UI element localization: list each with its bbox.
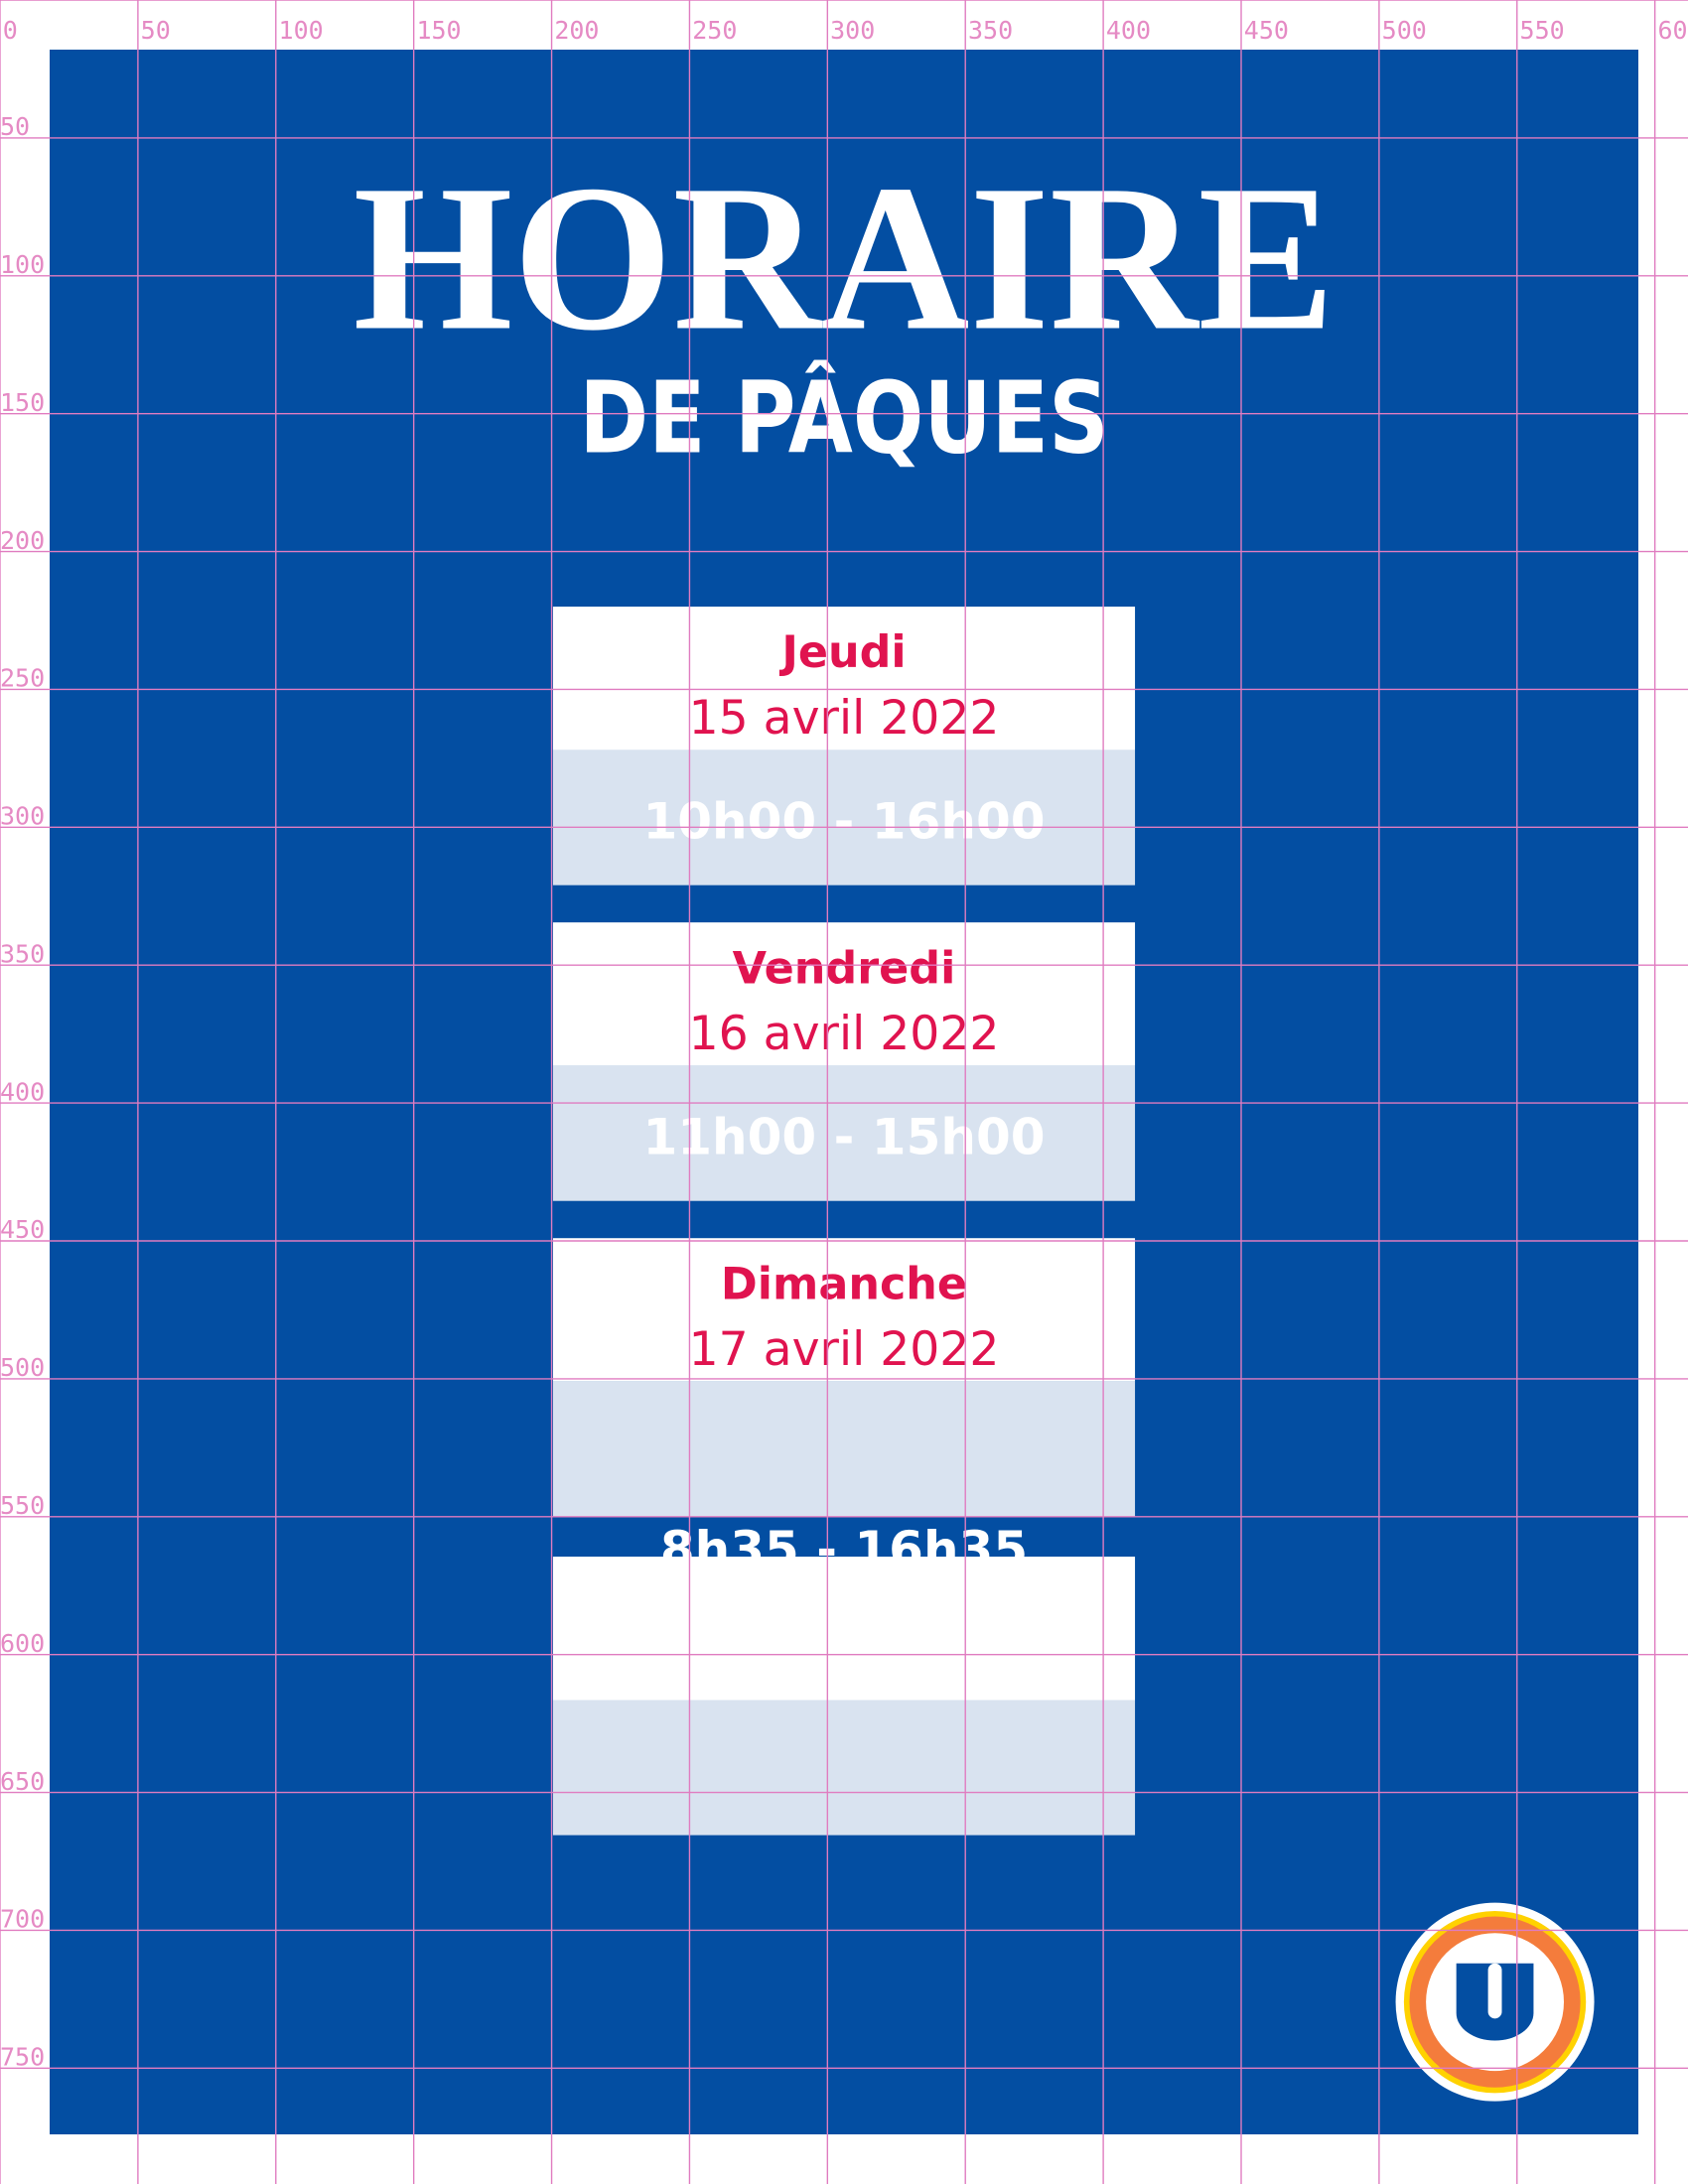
ruler-label: 150: [0, 388, 45, 417]
ruler-label: 150: [416, 16, 461, 45]
date: 17 avril 2022: [689, 1322, 1000, 1377]
ruler-label: 500: [1382, 16, 1427, 45]
title: HORAIRE: [353, 142, 1336, 374]
ruler-label: 300: [0, 802, 45, 831]
ruler-label: 250: [692, 16, 737, 45]
ruler-label: 550: [0, 1491, 45, 1520]
ruler-label: 500: [0, 1353, 45, 1382]
card-header: [552, 922, 1136, 1066]
ruler-label: 50: [0, 112, 30, 141]
card-header: [552, 607, 1136, 751]
logo-u-slot: [1487, 1963, 1502, 2019]
logo: [1395, 1902, 1595, 2102]
ruler-label: 600: [0, 1629, 45, 1658]
ruler-label: 550: [1520, 16, 1565, 45]
ruler-label: 450: [1244, 16, 1289, 45]
ruler-label: 750: [0, 2043, 45, 2072]
day: Vendredi: [733, 943, 956, 994]
ruler-label: 400: [0, 1077, 45, 1106]
card-hours: [552, 750, 1136, 886]
ruler-label: 100: [279, 16, 324, 45]
ruler-label: 250: [0, 664, 45, 693]
ruler-label: 0: [3, 16, 18, 45]
hours: 11h00 - 15h00: [642, 1109, 1045, 1166]
ruler-label: 350: [0, 939, 45, 968]
ruler-label: 200: [0, 526, 45, 555]
day: Dimanche: [721, 1259, 967, 1309]
ruler-label: 700: [0, 1905, 45, 1934]
ruler-label: 200: [554, 16, 599, 45]
schedule: Jeudi 15 avril 2022 10h00 - 16h00 Vendredi 1…: [552, 607, 1136, 1836]
ruler-label: 50: [141, 16, 171, 45]
day: Jeudi: [778, 627, 906, 678]
ruler-label: 350: [968, 16, 1013, 45]
card-hours: [552, 1381, 1136, 1517]
ruler-label: 600: [1657, 16, 1688, 45]
card-header: [552, 1238, 1136, 1382]
ruler-label: 650: [0, 1767, 45, 1796]
date: 16 avril 2022: [689, 1007, 1000, 1061]
ruler-label: 100: [0, 250, 45, 279]
hours: 10h00 - 16h00: [642, 792, 1045, 850]
ruler-label: 450: [0, 1215, 45, 1244]
date: 15 avril 2022: [689, 691, 1000, 746]
ruler-label: 400: [1106, 16, 1151, 45]
card-hours: [552, 1065, 1136, 1201]
ruler-label: 300: [830, 16, 875, 45]
card-hours: [552, 1700, 1136, 1836]
subtitle: DE PÂQUES: [579, 360, 1108, 477]
card-header: [552, 1557, 1136, 1701]
